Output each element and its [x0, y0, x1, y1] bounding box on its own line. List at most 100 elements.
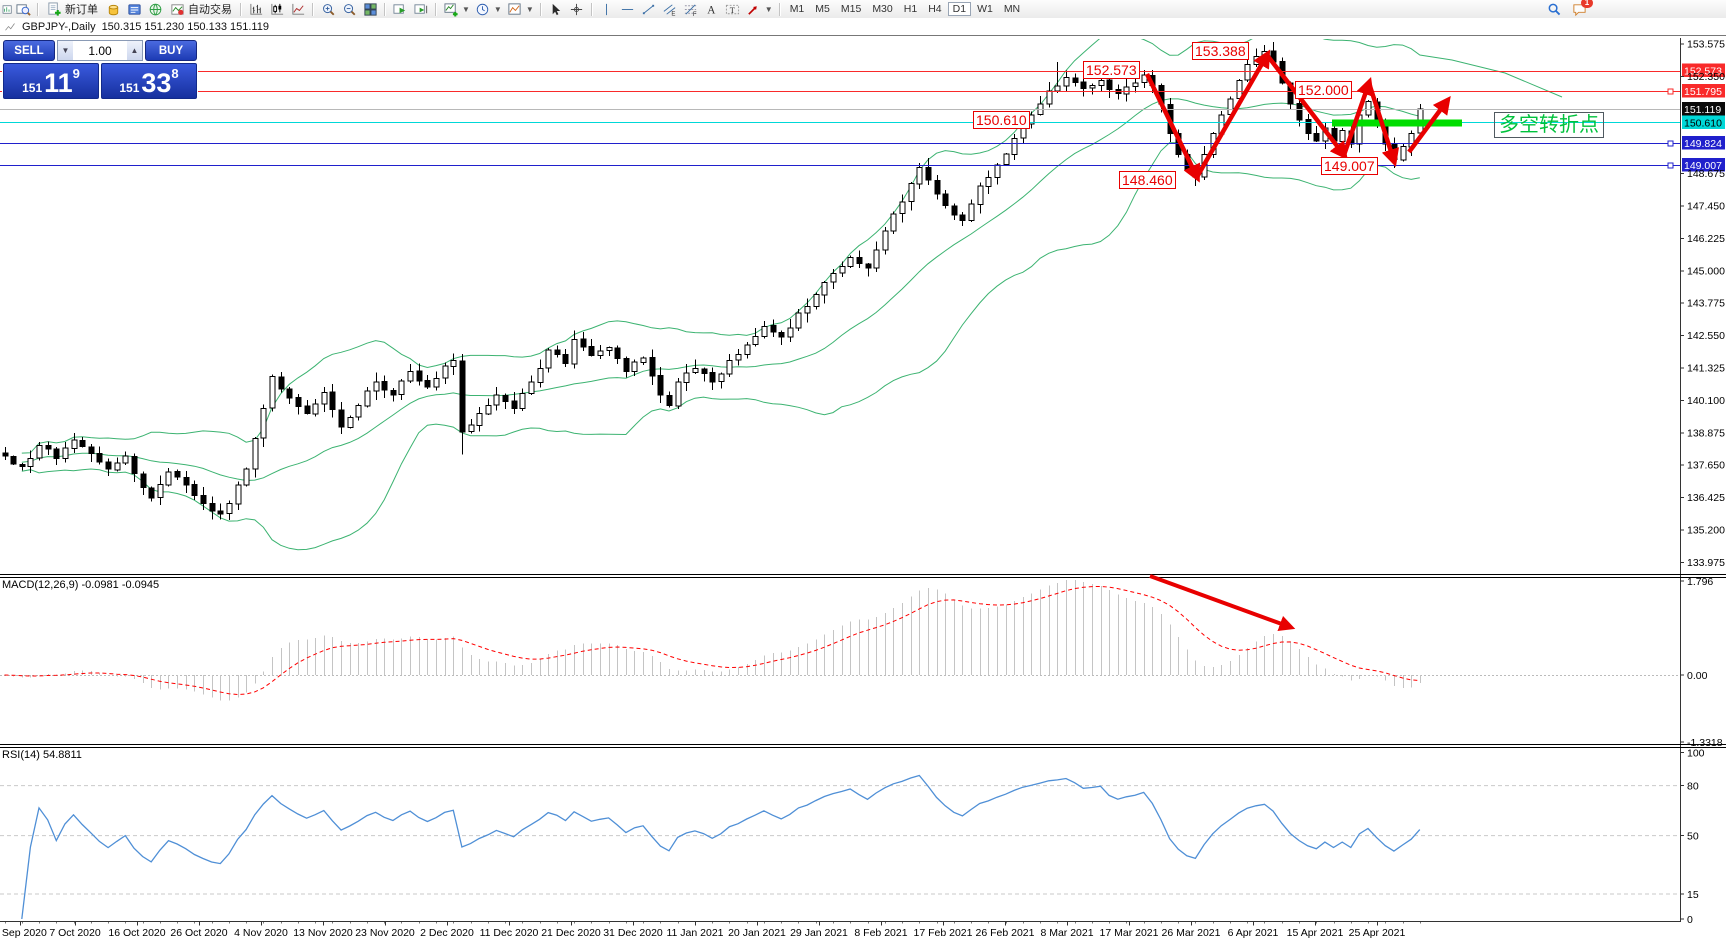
autotrading-label: 自动交易 — [188, 4, 232, 16]
buy-price-display[interactable]: 151 33 8 — [101, 63, 197, 99]
macd-histogram — [13, 580, 1421, 701]
price-badge-149.824: 149.824 — [1682, 136, 1725, 150]
chart-window-icon[interactable] — [0, 1, 12, 17]
periods-clock-icon[interactable] — [473, 1, 493, 17]
arrows-tool-icon[interactable] — [744, 1, 764, 17]
price-annotation-label[interactable]: 150.610 — [973, 111, 1030, 129]
price-annotation-label[interactable]: 153.388 — [1192, 42, 1249, 60]
new-order-button[interactable]: 新订单 — [43, 1, 102, 17]
new-chart-icon[interactable] — [441, 1, 461, 17]
timeframe-m15-button[interactable]: M15 — [840, 3, 862, 15]
price-annotation-label[interactable]: 152.000 — [1295, 81, 1352, 99]
notification-count-badge: 1 — [1581, 0, 1593, 8]
timeframe-m30-button[interactable]: M30 — [872, 3, 893, 15]
tile-windows-icon[interactable] — [360, 1, 380, 17]
trendline-tool-icon[interactable] — [639, 1, 659, 17]
candles-chart-icon[interactable] — [267, 1, 287, 17]
bars-chart-icon[interactable] — [246, 1, 266, 17]
cylinder-icon[interactable] — [103, 1, 123, 17]
vline-tool-icon[interactable] — [597, 1, 617, 17]
svg-text:133.975: 133.975 — [1687, 557, 1725, 569]
timeframe-m1-button[interactable]: M1 — [789, 3, 805, 15]
search-icon[interactable] — [1544, 1, 1564, 17]
svg-text:0: 0 — [1687, 914, 1693, 926]
price-badge-151.119: 151.119 — [1682, 102, 1725, 116]
line-handle[interactable] — [1667, 140, 1674, 147]
volume-decrease-button[interactable]: ▼ — [58, 41, 73, 60]
signals-icon[interactable] — [145, 1, 165, 17]
date-label: 26 Mar 2021 — [1162, 927, 1221, 939]
dropdown-arrow-icon[interactable]: ▼ — [462, 4, 470, 14]
zoom-out-icon[interactable] — [339, 1, 359, 17]
autotrading-button[interactable]: 自动交易 — [166, 1, 236, 17]
hline-149.824[interactable] — [0, 140, 1680, 147]
svg-text:149.824: 149.824 — [1684, 138, 1722, 150]
hline-tool-icon[interactable] — [618, 1, 638, 17]
horizontal-lines: 152.573 151.795 150.610 149.824 149.007 151.1… — [0, 63, 1725, 172]
chart-canvas[interactable]: 152.573 151.795 150.610 149.824 149.007 151.1… — [0, 36, 1726, 942]
chart-area: 152.573 151.795 150.610 149.824 149.007 151.1… — [0, 36, 1726, 942]
chart-title-ohlc: 150.315 151.230 150.133 151.119 — [101, 20, 269, 33]
zoom-in-icon[interactable] — [318, 1, 338, 17]
sell-button[interactable]: SELL — [3, 40, 55, 61]
toolbar-separator — [312, 2, 314, 16]
dropdown-arrow-icon[interactable]: ▼ — [493, 4, 502, 14]
price-annotation-label[interactable]: 149.007 — [1321, 157, 1378, 175]
line-chart-icon[interactable] — [288, 1, 308, 17]
macd-signal-line — [4, 585, 1420, 696]
volume-input[interactable] — [73, 41, 127, 60]
fibonacci-tool-icon[interactable]: F — [681, 1, 701, 17]
date-label: 8 Feb 2021 — [854, 927, 907, 939]
svg-text:50: 50 — [1687, 831, 1699, 843]
timeframe-w1-button[interactable]: W1 — [977, 3, 993, 15]
hline-149.007[interactable] — [0, 162, 1680, 169]
label-tool-icon[interactable]: T — [723, 1, 743, 17]
crosshair-icon[interactable] — [567, 1, 587, 17]
date-label: 8 Mar 2021 — [1040, 927, 1093, 939]
date-label: 17 Mar 2021 — [1100, 927, 1159, 939]
dropdown-arrow-icon[interactable]: ▼ — [525, 4, 534, 14]
sell-price-display[interactable]: 151 11 9 — [3, 63, 99, 99]
line-handle[interactable] — [1667, 162, 1674, 169]
svg-text:A: A — [708, 4, 717, 16]
svg-text:15: 15 — [1687, 889, 1699, 901]
price-annotation-label[interactable]: 148.460 — [1119, 171, 1176, 189]
main-toolbar: 新订单 自动交易 ▼ ▼ ▼ E F A T ▼ M1 M5 M15 M30 H1 H4 D1 W1 MN 1 — [0, 0, 1726, 19]
date-label: 23 Nov 2020 — [355, 927, 415, 939]
channel-tool-icon[interactable]: E — [660, 1, 680, 17]
timeframe-mn-button[interactable]: MN — [1003, 3, 1021, 15]
svg-text:147.450: 147.450 — [1687, 201, 1725, 213]
timeframe-m5-button[interactable]: M5 — [815, 3, 830, 15]
up-arrow-annotation[interactable] — [1407, 95, 1451, 154]
cursor-icon[interactable] — [546, 1, 566, 17]
timeframe-d1-button[interactable]: D1 — [947, 2, 972, 16]
chart-preview-icon[interactable] — [13, 1, 33, 17]
auto-scroll-icon[interactable] — [390, 1, 410, 17]
chart-shift-icon[interactable] — [411, 1, 431, 17]
volume-increase-button[interactable]: ▲ — [127, 41, 142, 60]
timeframe-h4-button[interactable]: H4 — [928, 3, 942, 15]
price-badge-151.795: 151.795 — [1682, 84, 1725, 98]
text-tool-icon[interactable]: A — [702, 1, 722, 17]
price-badge-149.007: 149.007 — [1682, 157, 1725, 172]
hline-151.795[interactable] — [0, 88, 1680, 95]
svg-text:-1.3318: -1.3318 — [1687, 737, 1723, 749]
terminal-icon[interactable] — [124, 1, 144, 17]
turning-point-note[interactable]: 多空转折点 — [1494, 112, 1604, 138]
line-handle[interactable] — [1667, 88, 1674, 95]
buy-button[interactable]: BUY — [145, 40, 197, 61]
date-label: 17 Feb 2021 — [914, 927, 973, 939]
macd-down-arrow-annotation[interactable] — [1149, 574, 1296, 631]
svg-text:137.650: 137.650 — [1687, 460, 1725, 472]
templates-icon[interactable] — [505, 1, 525, 17]
pane-separators[interactable] — [0, 574, 1726, 748]
price-annotation-label[interactable]: 152.573 — [1083, 61, 1140, 79]
red-zigzag-annotation[interactable] — [1144, 49, 1399, 183]
dropdown-arrow-icon[interactable]: ▼ — [764, 4, 773, 14]
notifications-icon[interactable]: 1 — [1569, 0, 1593, 17]
timeframe-h1-button[interactable]: H1 — [903, 3, 918, 15]
chart-overlay: MACD(12,26,9) -0.0981 -0.0945 RSI(14) 54… — [0, 36, 1726, 942]
price-axis[interactable]: 153.575 152.350 148.675 147.450 146.225 145.0… — [1680, 38, 1725, 926]
